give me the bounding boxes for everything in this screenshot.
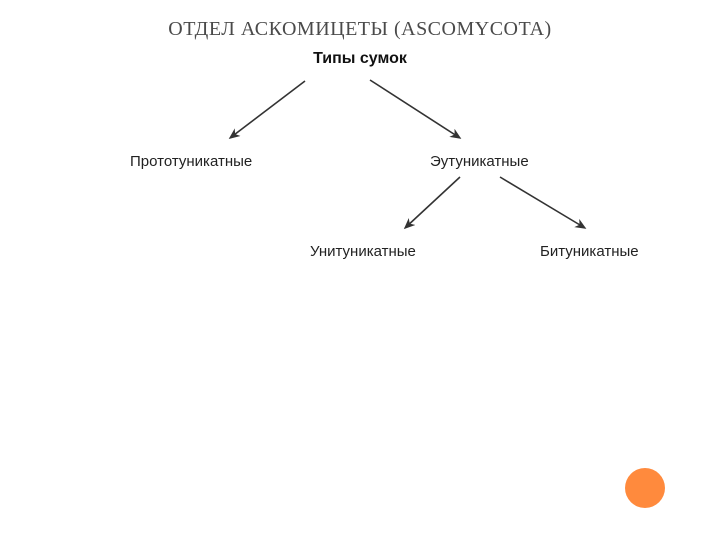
edge-eutun-bitun	[500, 177, 585, 228]
tree-node-eutun: Эутуникатные	[430, 153, 529, 170]
tree-arrows	[0, 0, 720, 540]
tree-node-proto: Прототуникатные	[130, 153, 252, 170]
edge-root-eutun	[370, 80, 460, 138]
tree-node-unit: Унитуникатные	[310, 243, 416, 260]
accent-circle	[625, 468, 665, 508]
edge-root-proto	[230, 81, 305, 138]
tree-node-bitun: Битуникатные	[540, 243, 639, 260]
edge-eutun-unit	[405, 177, 460, 228]
